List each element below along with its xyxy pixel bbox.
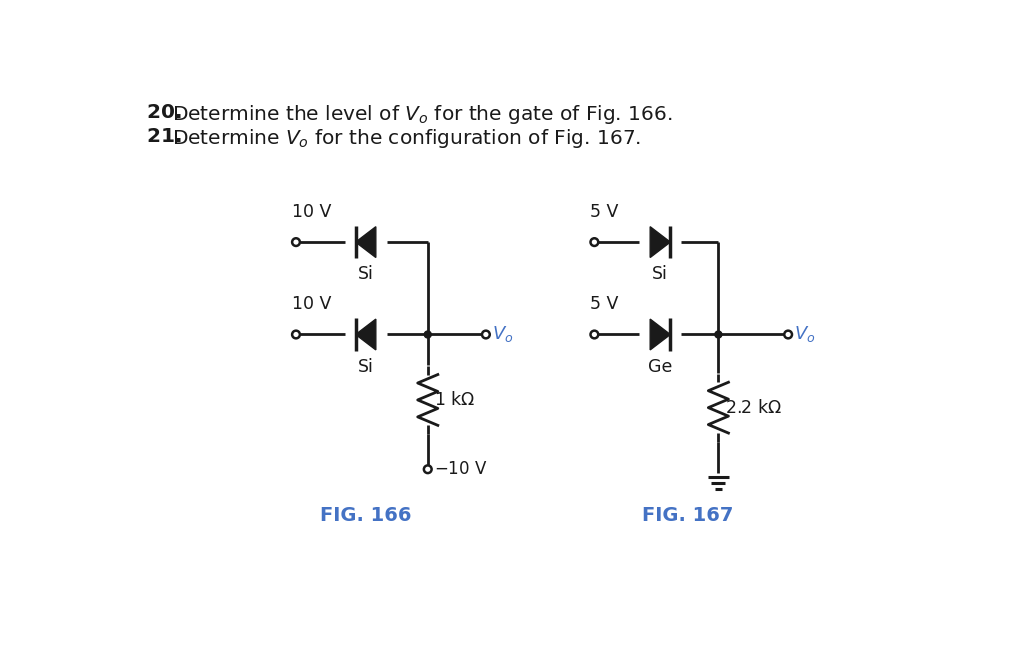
Text: 1 k$\Omega$: 1 k$\Omega$ — [434, 391, 475, 409]
Text: 5 V: 5 V — [591, 202, 619, 220]
Text: $\mathbf{20.}$: $\mathbf{20.}$ — [146, 103, 182, 123]
Circle shape — [785, 331, 792, 338]
Text: $\mathbf{21.}$: $\mathbf{21.}$ — [146, 127, 182, 145]
Text: $V_o$: $V_o$ — [492, 324, 513, 344]
Text: $V_o$: $V_o$ — [794, 324, 816, 344]
Circle shape — [715, 331, 721, 338]
Text: Si: Si — [358, 265, 374, 283]
Polygon shape — [650, 319, 671, 350]
Polygon shape — [356, 319, 376, 350]
Polygon shape — [356, 226, 376, 257]
Text: $-$10 V: $-$10 V — [434, 460, 487, 478]
Text: 10 V: 10 V — [292, 295, 331, 313]
Text: FIG. 167: FIG. 167 — [642, 506, 733, 525]
Circle shape — [591, 331, 598, 338]
Text: 10 V: 10 V — [292, 202, 331, 220]
Circle shape — [591, 239, 598, 246]
Text: Ge: Ge — [648, 358, 673, 376]
Text: Si: Si — [358, 358, 374, 376]
Text: Determine $V_o$ for the configuration of Fig. 167.: Determine $V_o$ for the configuration of… — [172, 127, 641, 149]
Text: Si: Si — [652, 265, 669, 283]
Text: 2.2 k$\Omega$: 2.2 k$\Omega$ — [724, 399, 781, 417]
Text: FIG. 166: FIG. 166 — [320, 506, 412, 525]
Circle shape — [482, 331, 490, 338]
Circle shape — [424, 466, 432, 473]
Circle shape — [292, 239, 300, 246]
Circle shape — [292, 331, 300, 338]
Polygon shape — [650, 226, 671, 257]
Circle shape — [424, 331, 432, 338]
Text: Determine the level of $V_o$ for the gate of Fig. 166.: Determine the level of $V_o$ for the gat… — [172, 103, 673, 127]
Text: 5 V: 5 V — [591, 295, 619, 313]
